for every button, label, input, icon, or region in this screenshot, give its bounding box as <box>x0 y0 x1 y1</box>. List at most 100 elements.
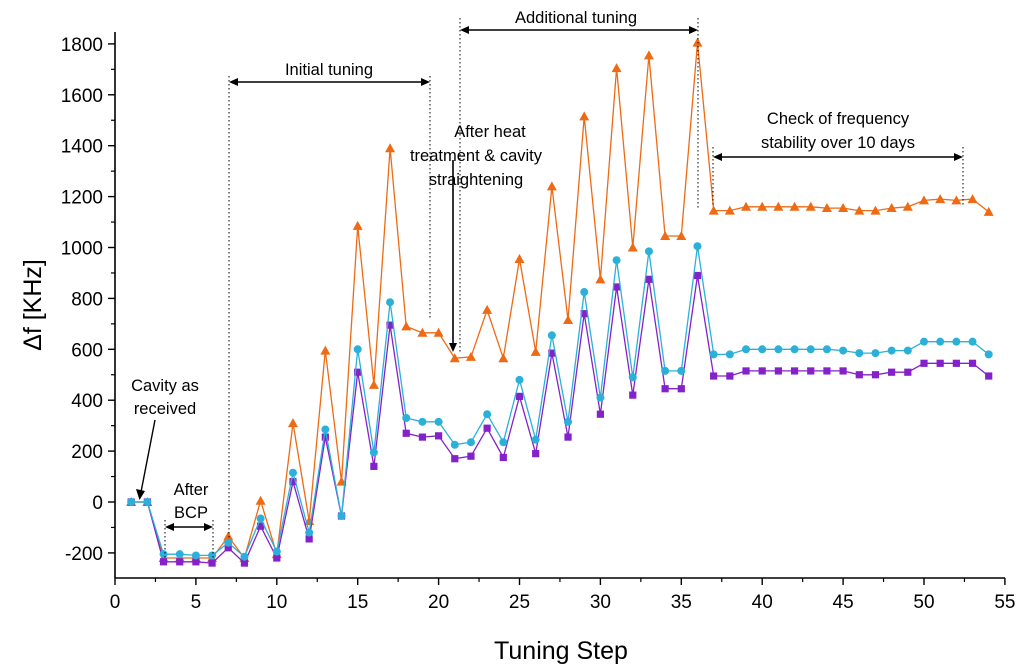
data-point-triangle <box>983 206 994 216</box>
x-tick-label: 50 <box>913 592 934 613</box>
data-point-triangle <box>741 201 752 211</box>
data-point-triangle <box>919 195 929 205</box>
data-point-triangle <box>660 231 671 241</box>
annotation-heat-line2: treatment & cavity <box>410 147 543 165</box>
data-point-square <box>774 367 782 375</box>
y-tick-label: -200 <box>65 544 103 565</box>
data-point-square <box>839 367 847 375</box>
data-point-circle <box>143 498 152 506</box>
data-point-triangle <box>870 205 881 215</box>
data-point-square <box>596 410 604 418</box>
data-point-square <box>515 392 524 400</box>
data-point-square <box>645 275 653 283</box>
annotation-cavity-line1: Cavity as <box>131 377 199 395</box>
data-point-circle <box>564 417 573 426</box>
data-point-square <box>871 371 880 379</box>
x-tick-label: 35 <box>671 592 692 613</box>
annotation-initial-tuning: Initial tuning <box>285 61 373 79</box>
annotation-bcp-line2: BCP <box>174 504 208 522</box>
data-point-circle <box>418 417 427 426</box>
data-point-circle <box>855 349 864 358</box>
additional-arrow-head-left <box>460 26 469 34</box>
data-point-circle <box>580 288 589 297</box>
data-point-circle <box>887 346 896 355</box>
data-point-circle <box>709 350 718 359</box>
annotation-additional-tuning: Additional tuning <box>515 9 637 27</box>
data-point-square <box>564 433 572 441</box>
data-point-square <box>435 432 443 440</box>
data-point-circle <box>596 393 605 402</box>
y-tick-label: 200 <box>71 442 103 463</box>
data-point-square <box>483 424 491 432</box>
data-point-triangle <box>838 203 849 213</box>
data-point-circle <box>353 345 362 354</box>
x-tick-label: 20 <box>428 592 449 613</box>
data-point-triangle <box>902 201 913 211</box>
data-point-circle <box>839 346 848 355</box>
data-point-triangle <box>676 231 687 241</box>
annotations: Cavity as received After BCP Initial tun… <box>131 9 964 560</box>
data-point-triangle <box>611 63 622 73</box>
data-point-triangle <box>708 205 719 215</box>
data-point-circle <box>337 511 346 520</box>
data-point-circle <box>612 256 621 265</box>
data-point-triangle <box>385 143 396 153</box>
data-point-square <box>273 554 281 562</box>
data-point-square <box>321 433 329 441</box>
initial-arrow-head-right <box>421 78 430 86</box>
x-tick-label: 45 <box>833 592 854 613</box>
data-point-triangle <box>417 327 428 337</box>
series-square <box>127 271 993 567</box>
x-tick-label: 15 <box>347 592 368 613</box>
check-arrow-head-right <box>954 153 963 161</box>
annotation-heat-line1: After heat <box>454 123 526 141</box>
data-point-circle <box>369 448 378 457</box>
data-point-square <box>952 359 960 367</box>
series-line-circle <box>131 246 990 558</box>
data-point-circle <box>758 345 767 354</box>
data-point-square <box>726 372 734 380</box>
data-point-square <box>257 522 265 530</box>
data-point-square <box>402 429 410 437</box>
annotation-check-line2: stability over 10 days <box>761 134 915 152</box>
data-point-triangle <box>854 205 865 215</box>
data-point-circle <box>871 349 880 358</box>
data-point-square <box>532 450 540 458</box>
series-layer <box>126 37 994 567</box>
data-point-triangle <box>805 201 816 211</box>
data-point-triangle <box>433 327 444 337</box>
data-point-triangle <box>789 201 800 211</box>
data-point-square <box>580 310 588 318</box>
x-tick-label: 10 <box>266 592 287 613</box>
y-tick-label: 1400 <box>61 137 103 158</box>
data-point-triangle <box>886 203 897 213</box>
data-point-triangle <box>773 201 784 211</box>
data-point-circle <box>256 514 265 523</box>
data-point-square <box>612 283 621 291</box>
bcp-arrow-head-left <box>165 523 174 531</box>
data-point-triangle <box>482 304 493 314</box>
data-point-triangle <box>223 531 234 541</box>
data-point-circle <box>386 298 395 307</box>
x-tick-label: 0 <box>110 592 121 613</box>
data-point-circle <box>321 425 330 434</box>
data-point-circle <box>175 550 184 559</box>
data-point-square <box>888 368 896 376</box>
data-point-circle <box>644 247 653 256</box>
data-point-triangle <box>530 346 541 356</box>
data-point-triangle <box>368 379 379 389</box>
data-point-triangle <box>692 37 703 47</box>
data-point-square <box>807 367 815 375</box>
data-point-square <box>208 559 216 567</box>
data-point-square <box>224 544 232 552</box>
data-point-square <box>677 385 685 393</box>
data-point-triangle <box>465 351 476 361</box>
additional-arrow-head-right <box>689 26 698 34</box>
data-point-circle <box>159 550 168 559</box>
annotation-check-line1: Check of frequency <box>767 110 910 128</box>
data-point-circle <box>208 551 217 560</box>
data-point-circle <box>822 345 831 354</box>
data-point-circle <box>936 337 945 346</box>
data-point-triangle <box>643 50 654 60</box>
data-point-circle <box>466 438 475 447</box>
